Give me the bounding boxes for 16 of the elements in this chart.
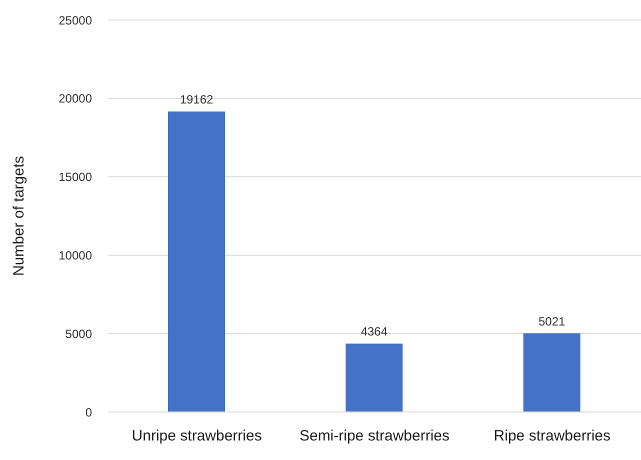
x-tick-label: Semi-ripe strawberries bbox=[299, 428, 450, 445]
y-tick-label: 5000 bbox=[65, 326, 92, 341]
data-label: 19162 bbox=[180, 92, 214, 107]
y-axis-title: Number of targets bbox=[10, 156, 28, 276]
y-tick-label: 0 bbox=[85, 405, 92, 420]
x-tick-label: Ripe strawberries bbox=[494, 428, 611, 445]
bar bbox=[523, 333, 580, 412]
data-label: 4364 bbox=[360, 324, 388, 339]
y-tick-label: 10000 bbox=[58, 248, 92, 262]
bar bbox=[168, 112, 225, 412]
y-tick-label: 25000 bbox=[58, 13, 92, 28]
bar bbox=[346, 344, 403, 412]
y-tick-label: 15000 bbox=[58, 170, 92, 184]
data-label: 5021 bbox=[538, 314, 566, 328]
x-tick-label: Unripe strawberries bbox=[132, 428, 262, 445]
y-tick-label: 20000 bbox=[58, 92, 92, 106]
